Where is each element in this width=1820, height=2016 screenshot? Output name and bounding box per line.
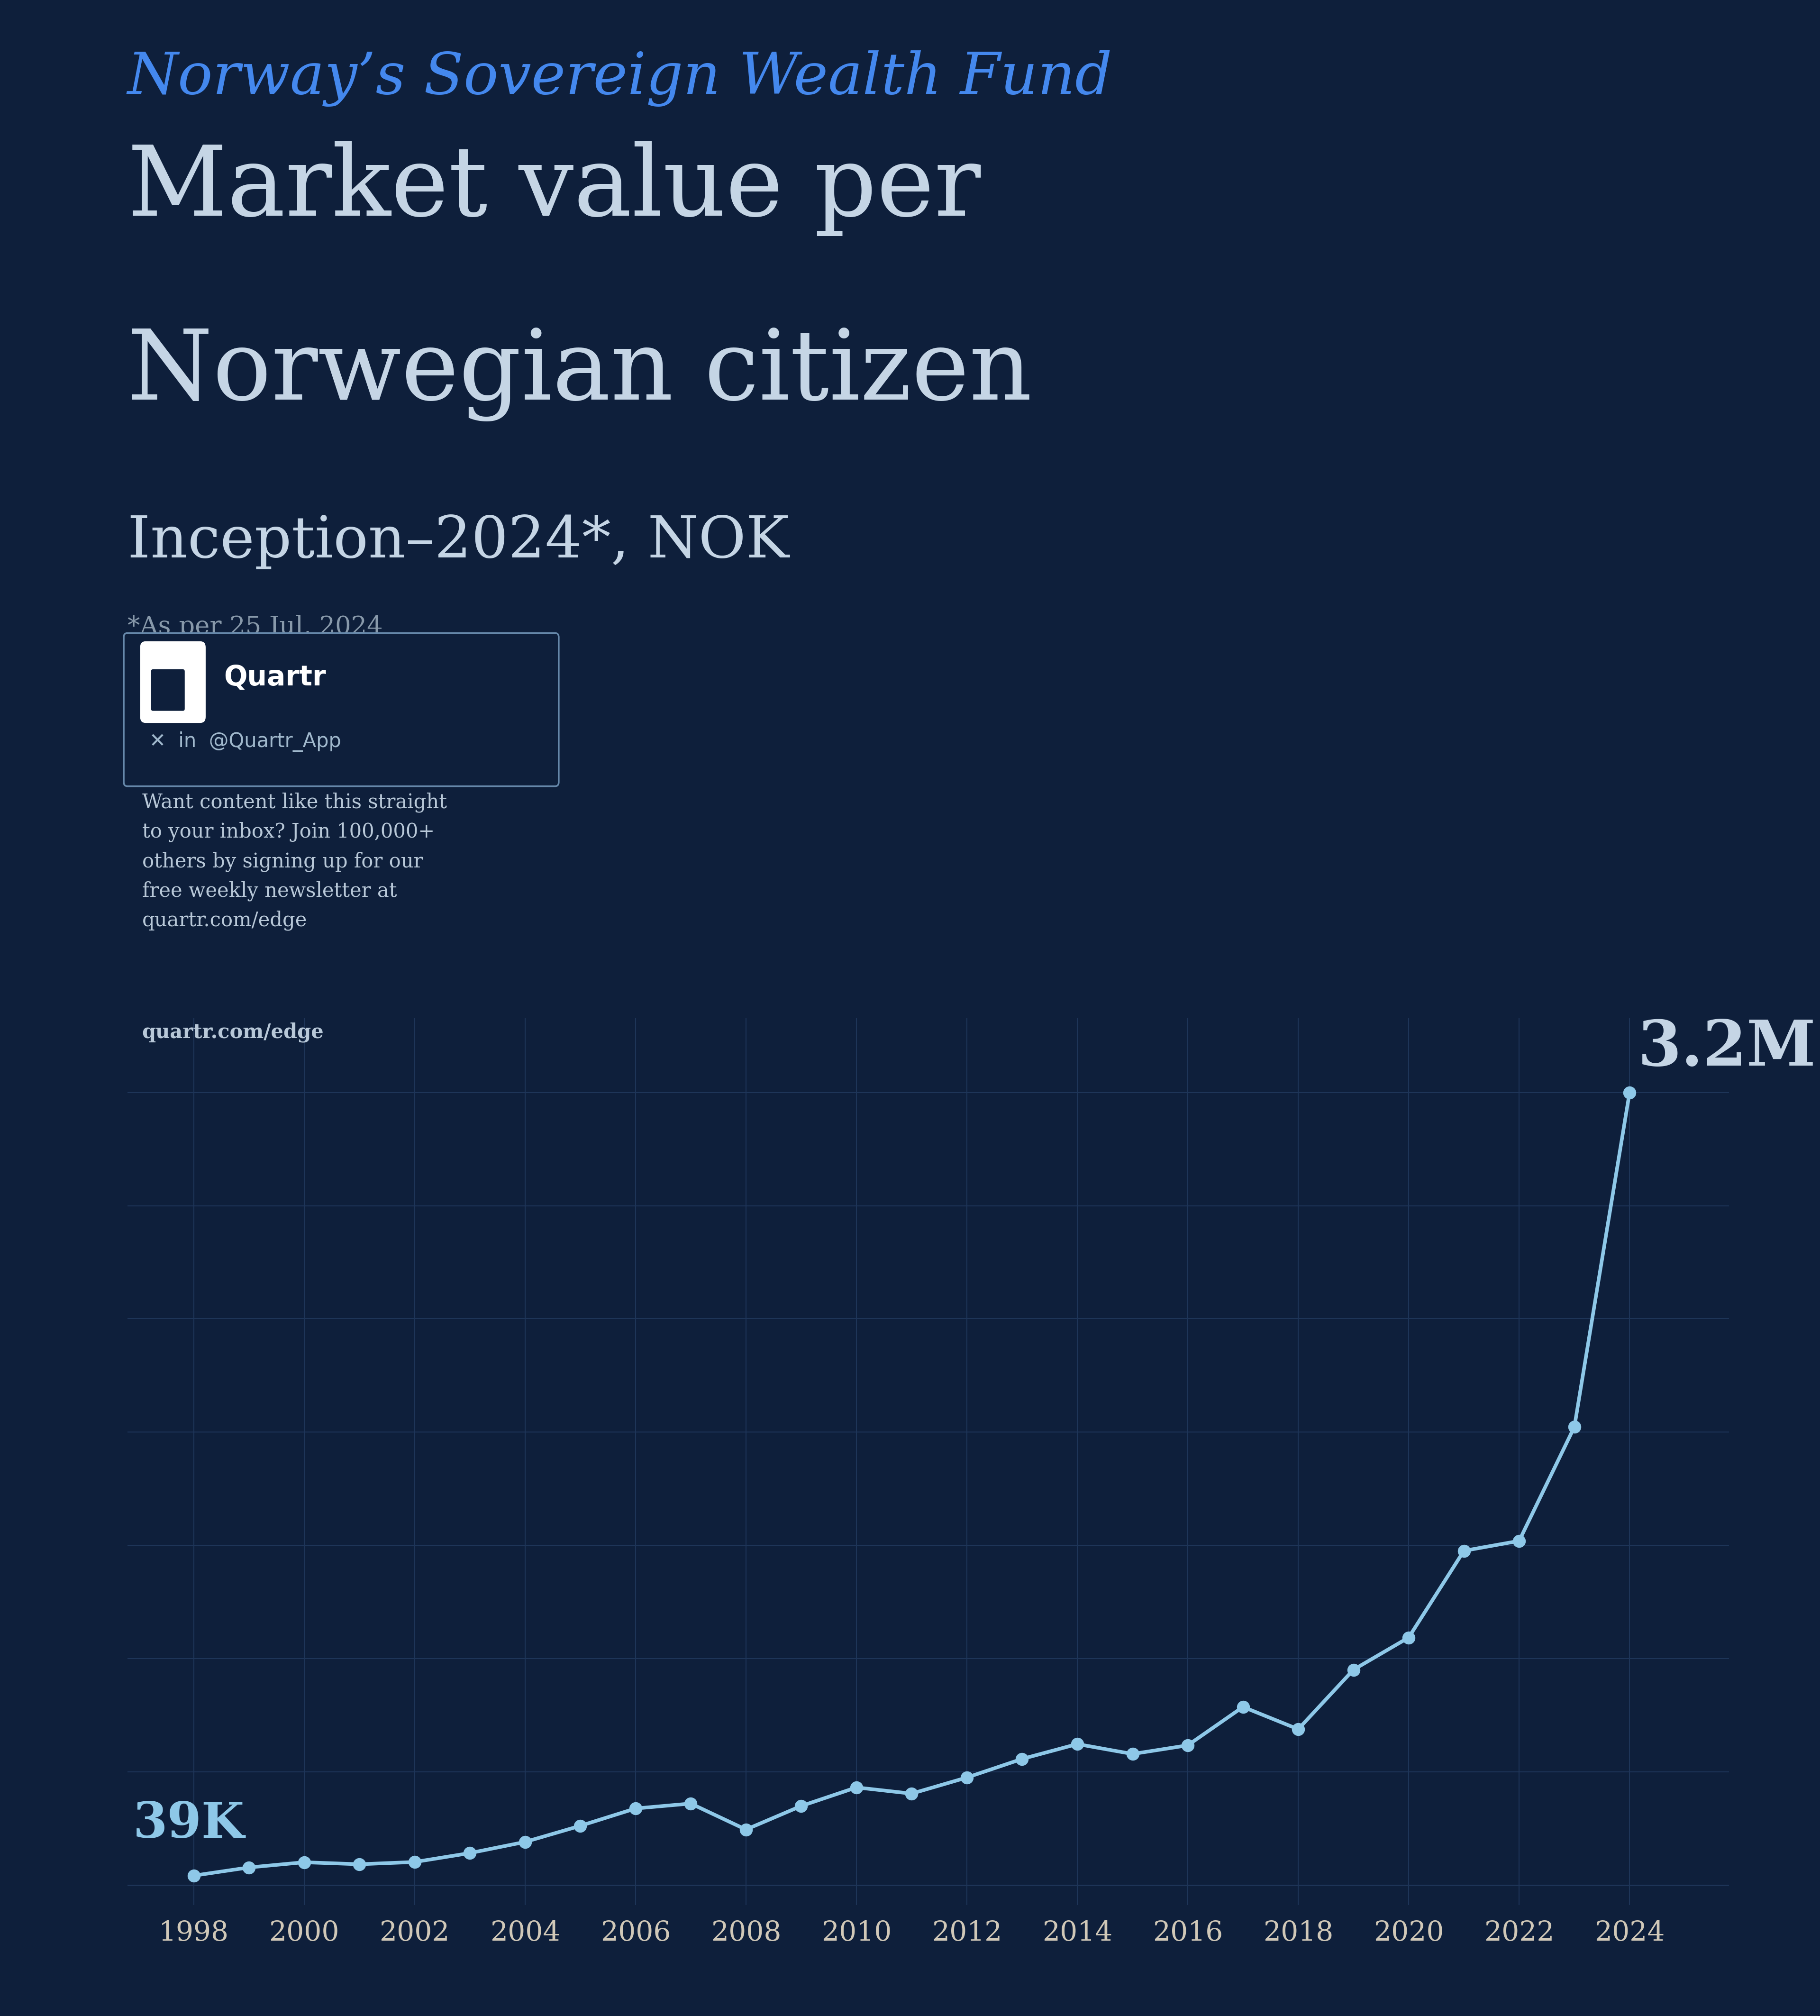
Text: Want content like this straight
to your inbox? Join 100,000+
others by signing u: Want content like this straight to your … [142, 792, 446, 931]
Point [1340, 1653, 1369, 1685]
Point [1228, 1691, 1258, 1724]
Point [786, 1790, 815, 1822]
Point [178, 1859, 207, 1891]
Point [1560, 1411, 1589, 1443]
Point [677, 1788, 706, 1820]
Point [1505, 1524, 1534, 1556]
Point [510, 1826, 539, 1859]
Text: Quartr: Quartr [224, 663, 326, 691]
Point [1614, 1077, 1643, 1109]
Point [235, 1851, 264, 1883]
Text: Norwegian citizen: Norwegian citizen [127, 327, 1032, 421]
Point [1283, 1714, 1312, 1746]
Point [1117, 1738, 1147, 1770]
Point [1063, 1728, 1092, 1760]
Point [732, 1814, 761, 1847]
Text: 3.2M: 3.2M [1638, 1018, 1816, 1079]
Point [1174, 1730, 1203, 1762]
Text: 39K: 39K [133, 1800, 244, 1849]
Text: *As per 25 Jul, 2024: *As per 25 Jul, 2024 [127, 615, 382, 639]
Text: quartr.com/edge: quartr.com/edge [142, 1022, 324, 1042]
Point [289, 1847, 318, 1879]
Point [952, 1762, 981, 1794]
Point [897, 1778, 926, 1810]
Point [843, 1772, 872, 1804]
Point [455, 1837, 484, 1869]
Point [344, 1849, 373, 1881]
Point [1449, 1534, 1478, 1566]
Point [400, 1847, 430, 1879]
Text: Market value per: Market value per [127, 141, 981, 236]
Point [1008, 1742, 1037, 1774]
Point [566, 1810, 595, 1843]
Point [1394, 1621, 1423, 1653]
Text: ✕  in  @Quartr_App: ✕ in @Quartr_App [149, 732, 340, 752]
Text: Norway’s Sovereign Wealth Fund: Norway’s Sovereign Wealth Fund [127, 50, 1112, 107]
Text: Inception–2024*, NOK: Inception–2024*, NOK [127, 514, 790, 569]
Point [621, 1792, 650, 1824]
